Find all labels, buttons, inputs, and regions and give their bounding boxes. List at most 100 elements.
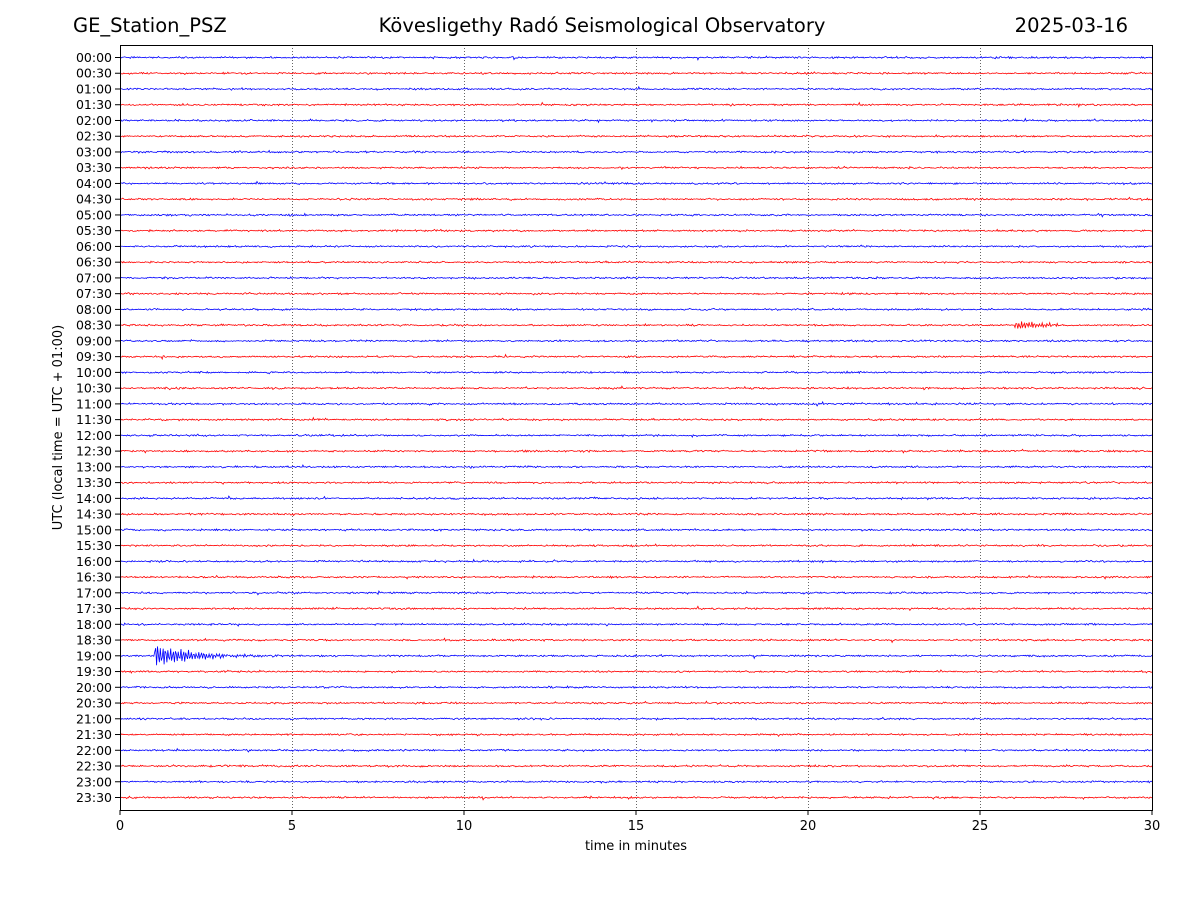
y-tick-labels: 00:0000:3001:0001:3002:0002:3003:0003:30… <box>76 50 120 805</box>
y-tick-label: 04:30 <box>76 192 112 207</box>
y-tick-label: 05:00 <box>76 207 112 222</box>
y-tick-label: 16:30 <box>76 570 112 585</box>
trace-row <box>119 416 1153 422</box>
x-axis-label: time in minutes <box>585 839 687 854</box>
y-tick-label: 12:30 <box>76 444 112 459</box>
y-tick-label: 19:00 <box>76 648 112 663</box>
trace-row <box>119 149 1153 154</box>
trace-row <box>119 543 1153 548</box>
trace-row <box>119 70 1153 76</box>
y-tick-label: 14:30 <box>76 507 112 522</box>
y-tick-label: 21:00 <box>76 711 112 726</box>
trace-row <box>119 307 1153 312</box>
trace-row <box>119 85 1153 91</box>
y-tick-label: 16:00 <box>76 554 112 569</box>
y-tick-label: 18:00 <box>76 617 112 632</box>
trace-row <box>119 165 1153 171</box>
trace-row <box>119 180 1153 186</box>
grid-lines <box>292 45 981 810</box>
y-tick-label: 11:30 <box>76 412 112 427</box>
y-tick-label: 15:00 <box>76 522 112 537</box>
trace-row <box>119 637 1153 644</box>
trace-row <box>119 448 1153 454</box>
trace-row <box>119 353 1153 361</box>
y-tick-label: 05:30 <box>76 223 112 238</box>
chart-title: Kövesligethy Radó Seismological Observat… <box>378 14 826 37</box>
trace-row <box>119 385 1153 391</box>
x-tick-label-25: 25 <box>972 819 989 834</box>
y-tick-label: 20:30 <box>76 696 112 711</box>
x-tick-label-15: 15 <box>628 819 645 834</box>
y-tick-label: 08:30 <box>76 318 112 333</box>
trace-row <box>119 795 1153 801</box>
y-tick-label: 22:30 <box>76 759 112 774</box>
x-tick-label-30: 30 <box>1144 819 1161 834</box>
y-tick-label: 20:00 <box>76 680 112 695</box>
trace-row <box>119 622 1153 627</box>
trace-row <box>119 244 1153 249</box>
plot-frame <box>120 45 1153 811</box>
y-tick-label: 09:30 <box>76 349 112 364</box>
x-tick-label-5: 5 <box>288 819 296 834</box>
trace-row <box>119 101 1153 108</box>
y-axis-label: UTC (local time = UTC + 01:00) <box>51 325 66 530</box>
y-tick-label: 02:30 <box>76 129 112 144</box>
trace-row <box>119 321 1153 330</box>
y-tick-label: 13:30 <box>76 475 112 490</box>
trace-row <box>119 134 1153 138</box>
trace-row <box>119 196 1153 202</box>
y-tick-label: 11:00 <box>76 396 112 411</box>
y-tick-label: 13:00 <box>76 459 112 474</box>
y-tick-label: 01:30 <box>76 97 112 112</box>
trace-row <box>119 574 1153 580</box>
trace-row <box>119 528 1153 532</box>
trace-row <box>119 700 1153 705</box>
trace-row <box>119 764 1153 768</box>
date-label: 2025-03-16 <box>1014 14 1128 37</box>
y-tick-label: 03:00 <box>76 144 112 159</box>
trace-row <box>119 291 1153 296</box>
trace-rows <box>119 55 1153 801</box>
y-tick-label: 08:00 <box>76 302 112 317</box>
trace-row <box>119 117 1153 124</box>
y-tick-label: 09:00 <box>76 333 112 348</box>
y-tick-label: 23:30 <box>76 790 112 805</box>
y-tick-label: 17:00 <box>76 585 112 600</box>
trace-row <box>119 646 1153 666</box>
trace-row <box>119 716 1153 721</box>
y-tick-label: 12:00 <box>76 428 112 443</box>
trace-row <box>119 400 1153 407</box>
trace-row <box>119 779 1153 784</box>
x-tick-label-0: 0 <box>116 819 124 834</box>
x-tick-label-20: 20 <box>800 819 817 834</box>
y-tick-label: 10:30 <box>76 381 112 396</box>
y-tick-label: 00:00 <box>76 50 112 65</box>
y-tick-label: 06:30 <box>76 255 112 270</box>
station-label: GE_Station_PSZ <box>73 14 227 37</box>
trace-row <box>119 747 1153 753</box>
x-tick-label-10: 10 <box>456 819 473 834</box>
y-tick-label: 15:30 <box>76 538 112 553</box>
trace-row <box>119 433 1153 439</box>
y-tick-label: 14:00 <box>76 491 112 506</box>
x-axis-ticks: 0 5 10 15 20 25 30 <box>116 810 1160 834</box>
y-tick-label: 19:30 <box>76 664 112 679</box>
trace-row <box>119 228 1153 233</box>
y-tick-label: 01:00 <box>76 81 112 96</box>
y-tick-label: 04:00 <box>76 176 112 191</box>
y-tick-label: 17:30 <box>76 601 112 616</box>
y-tick-label: 07:30 <box>76 286 112 301</box>
trace-row <box>119 669 1153 674</box>
trace-row <box>119 480 1153 485</box>
y-tick-label: 22:00 <box>76 743 112 758</box>
trace-row <box>119 590 1153 596</box>
trace-row <box>119 685 1153 690</box>
trace-row <box>119 276 1153 280</box>
trace-row <box>119 338 1153 343</box>
y-tick-label: 06:00 <box>76 239 112 254</box>
trace-row <box>119 370 1153 375</box>
y-tick-label: 23:00 <box>76 774 112 789</box>
trace-row <box>119 732 1153 738</box>
